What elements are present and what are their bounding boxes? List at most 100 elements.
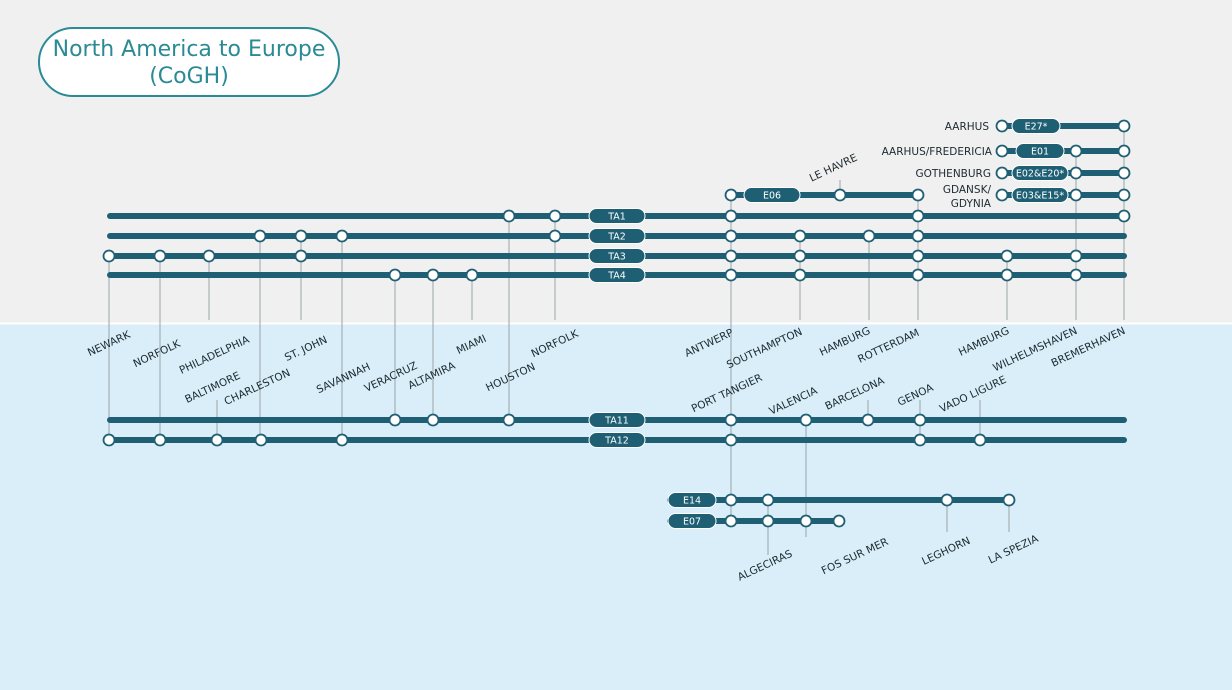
station <box>995 188 1009 202</box>
station <box>724 249 738 263</box>
station <box>1069 249 1083 263</box>
title-box <box>38 27 340 97</box>
station <box>1117 166 1131 180</box>
station <box>761 514 775 528</box>
station <box>724 268 738 282</box>
station <box>913 433 927 447</box>
station <box>153 249 167 263</box>
title-line: North America to Europe <box>53 37 326 62</box>
service-label: E07 <box>683 517 701 528</box>
station <box>724 433 738 447</box>
station <box>973 433 987 447</box>
station <box>724 493 738 507</box>
station <box>799 413 813 427</box>
service-pill <box>667 492 717 508</box>
station <box>294 249 308 263</box>
service-pill <box>588 432 646 448</box>
sea-band <box>0 323 1232 690</box>
station <box>426 413 440 427</box>
station <box>1000 249 1014 263</box>
service-label: TA11 <box>604 416 629 427</box>
service-pill <box>588 248 646 264</box>
hub-label: GDYNIA <box>951 198 992 210</box>
station <box>833 188 847 202</box>
title-line: (CoGH) <box>149 64 229 89</box>
station <box>210 433 224 447</box>
service-label: TA4 <box>607 271 626 282</box>
station <box>799 514 813 528</box>
hub-label: AARHUS/FREDERICIA <box>882 146 993 158</box>
station <box>548 209 562 223</box>
station <box>426 268 440 282</box>
station <box>1117 119 1131 133</box>
station <box>335 433 349 447</box>
station <box>724 413 738 427</box>
station <box>548 229 562 243</box>
station <box>995 166 1009 180</box>
station <box>911 249 925 263</box>
hub-label: GOTHENBURG <box>915 168 991 180</box>
service-pill <box>1011 118 1061 134</box>
station <box>793 249 807 263</box>
station <box>502 413 516 427</box>
station <box>294 229 308 243</box>
service-label: E03&E15* <box>1016 191 1065 202</box>
station <box>1117 144 1131 158</box>
station <box>832 514 846 528</box>
station <box>995 119 1009 133</box>
station <box>1000 268 1014 282</box>
station <box>153 433 167 447</box>
service-label: TA1 <box>607 212 626 223</box>
service-pill <box>1011 187 1069 203</box>
station <box>911 229 925 243</box>
station <box>940 493 954 507</box>
station <box>1069 144 1083 158</box>
service-label: E01 <box>1031 147 1049 158</box>
station <box>793 229 807 243</box>
service-pill <box>1015 143 1065 159</box>
station <box>102 249 116 263</box>
station <box>724 188 738 202</box>
service-label: E14 <box>683 496 701 507</box>
service-label: E27* <box>1025 122 1048 133</box>
station <box>911 268 925 282</box>
station <box>202 249 216 263</box>
station <box>913 413 927 427</box>
service-pill <box>588 412 646 428</box>
station <box>1069 166 1083 180</box>
hub-label: GDANSK/ <box>943 184 992 196</box>
station <box>388 268 402 282</box>
station <box>1069 188 1083 202</box>
station <box>388 413 402 427</box>
hub-label: AARHUS <box>945 121 990 133</box>
station <box>995 144 1009 158</box>
service-label: E06 <box>763 191 781 202</box>
station <box>465 268 479 282</box>
service-label: TA2 <box>607 232 626 243</box>
station <box>253 229 267 243</box>
station <box>911 188 925 202</box>
station <box>1117 188 1131 202</box>
service-label: E02&E20* <box>1016 169 1065 180</box>
service-label: TA12 <box>604 436 629 447</box>
station <box>861 413 875 427</box>
station <box>911 209 925 223</box>
station <box>335 229 349 243</box>
service-pill <box>588 228 646 244</box>
station <box>724 209 738 223</box>
station <box>254 433 268 447</box>
service-pill <box>588 208 646 224</box>
station <box>862 229 876 243</box>
service-pill <box>667 513 717 529</box>
station <box>102 433 116 447</box>
station <box>724 514 738 528</box>
service-label: TA3 <box>607 252 626 263</box>
station <box>1069 268 1083 282</box>
station <box>793 268 807 282</box>
station <box>1002 493 1016 507</box>
station <box>1117 209 1131 223</box>
service-pill <box>588 267 646 283</box>
service-pill <box>743 187 801 203</box>
service-pill <box>1011 165 1069 181</box>
